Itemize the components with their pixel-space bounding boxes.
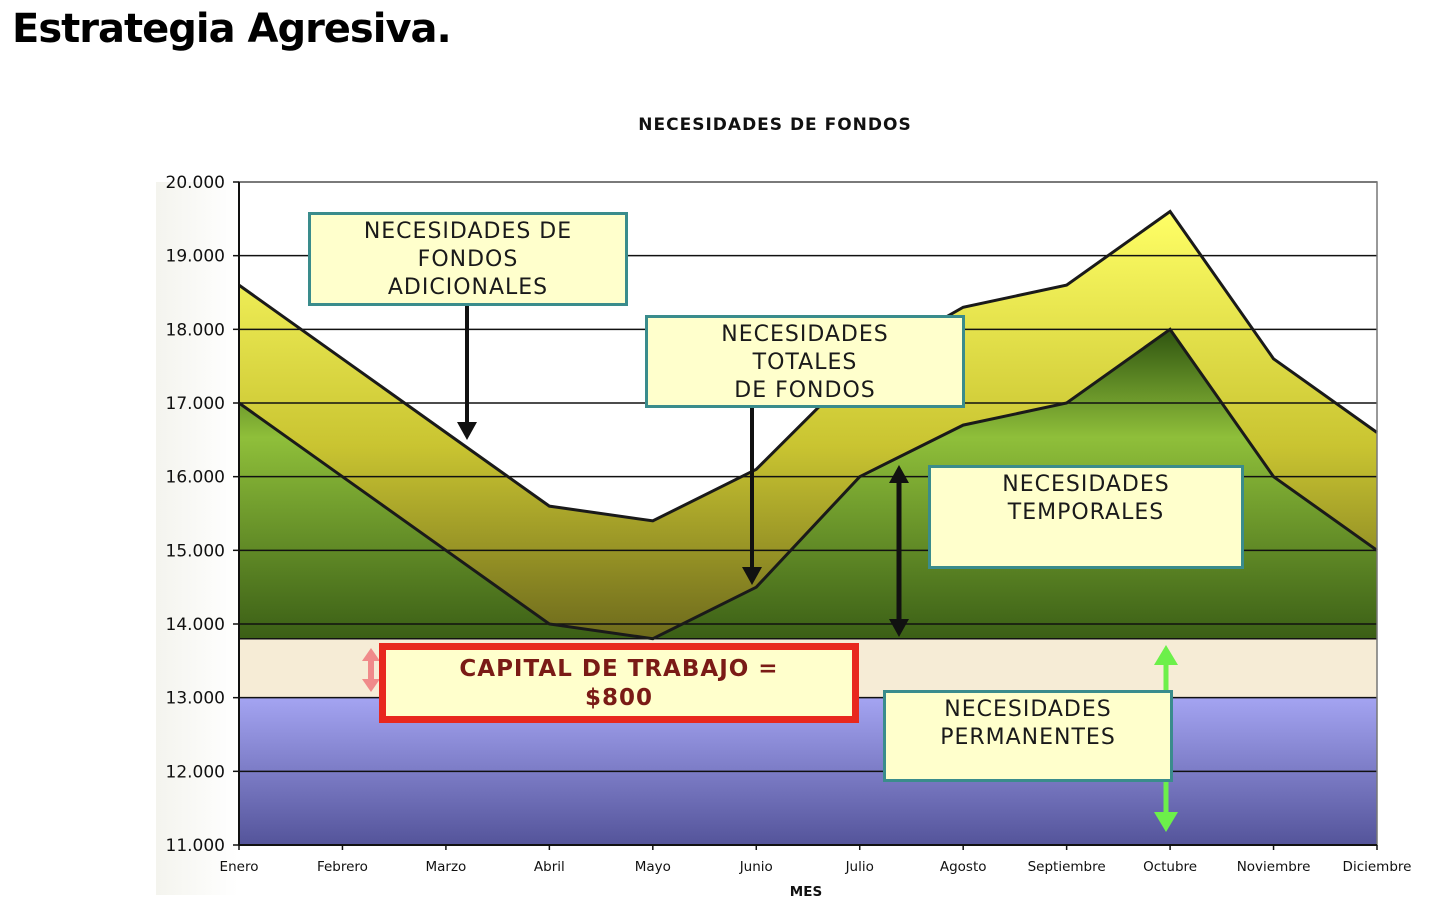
y-tick-label-3: 14.000 [166,615,225,635]
arrow-capital-head-down [362,679,380,692]
callout-working-capital: CAPITAL DE TRABAJO = $800 [379,643,859,723]
x-tick-label-7: Agosto [940,859,987,875]
arrow-additional-head [457,422,477,440]
arrow-capital-head-up [362,648,380,661]
x-tick-label-2: Marzo [425,859,466,875]
x-tick-label-3: Abril [534,859,565,875]
left-shading [156,182,238,895]
x-axis-label: MES [790,884,822,900]
callout-additional-needs: NECESIDADES DE FONDOS ADICIONALES [308,212,628,306]
y-tick-label-5: 16.000 [166,468,225,488]
x-tick-label-9: Octubre [1143,859,1197,875]
series-line-total [238,209,1378,523]
arrow-temporary-head-up [889,465,909,483]
y-tick-label-0: 11.000 [166,836,225,856]
callout-total-needs: NECESIDADES TOTALES DE FONDOS [645,315,965,408]
y-tick-label-1: 12.000 [166,762,225,782]
y-tick-label-9: 20.000 [166,173,225,193]
x-tick-label-10: Noviembre [1237,859,1311,875]
x-tick-label-6: Julio [845,859,874,875]
arrow-total-head [742,567,762,585]
arrow-temporary-head-down [889,619,909,637]
y-tick-label-4: 15.000 [166,541,225,561]
x-tick-label-0: Enero [220,859,259,875]
y-tick-label-7: 18.000 [166,320,225,340]
x-tick-label-1: Febrero [317,859,368,875]
x-tick-label-5: Junio [739,859,773,875]
chart-title: NECESIDADES DE FONDOS [638,115,912,135]
y-tick-label-2: 13.000 [166,689,225,709]
arrow-permanent-head-up [1154,645,1178,665]
y-tick-label-8: 19.000 [166,247,225,267]
x-tick-label-8: Septiembre [1028,859,1106,875]
callout-permanent-needs: NECESIDADES PERMANENTES [883,690,1173,782]
x-tick-label-4: Mayo [635,859,671,875]
arrow-permanent-head-down [1154,812,1178,832]
series-line-temporary [238,327,1378,641]
x-tick-label-11: Diciembre [1343,859,1412,875]
y-tick-label-6: 17.000 [166,394,225,414]
page-title: Estrategia Agresiva. [12,6,452,52]
callout-temporary-needs: NECESIDADES TEMPORALES [928,465,1244,569]
